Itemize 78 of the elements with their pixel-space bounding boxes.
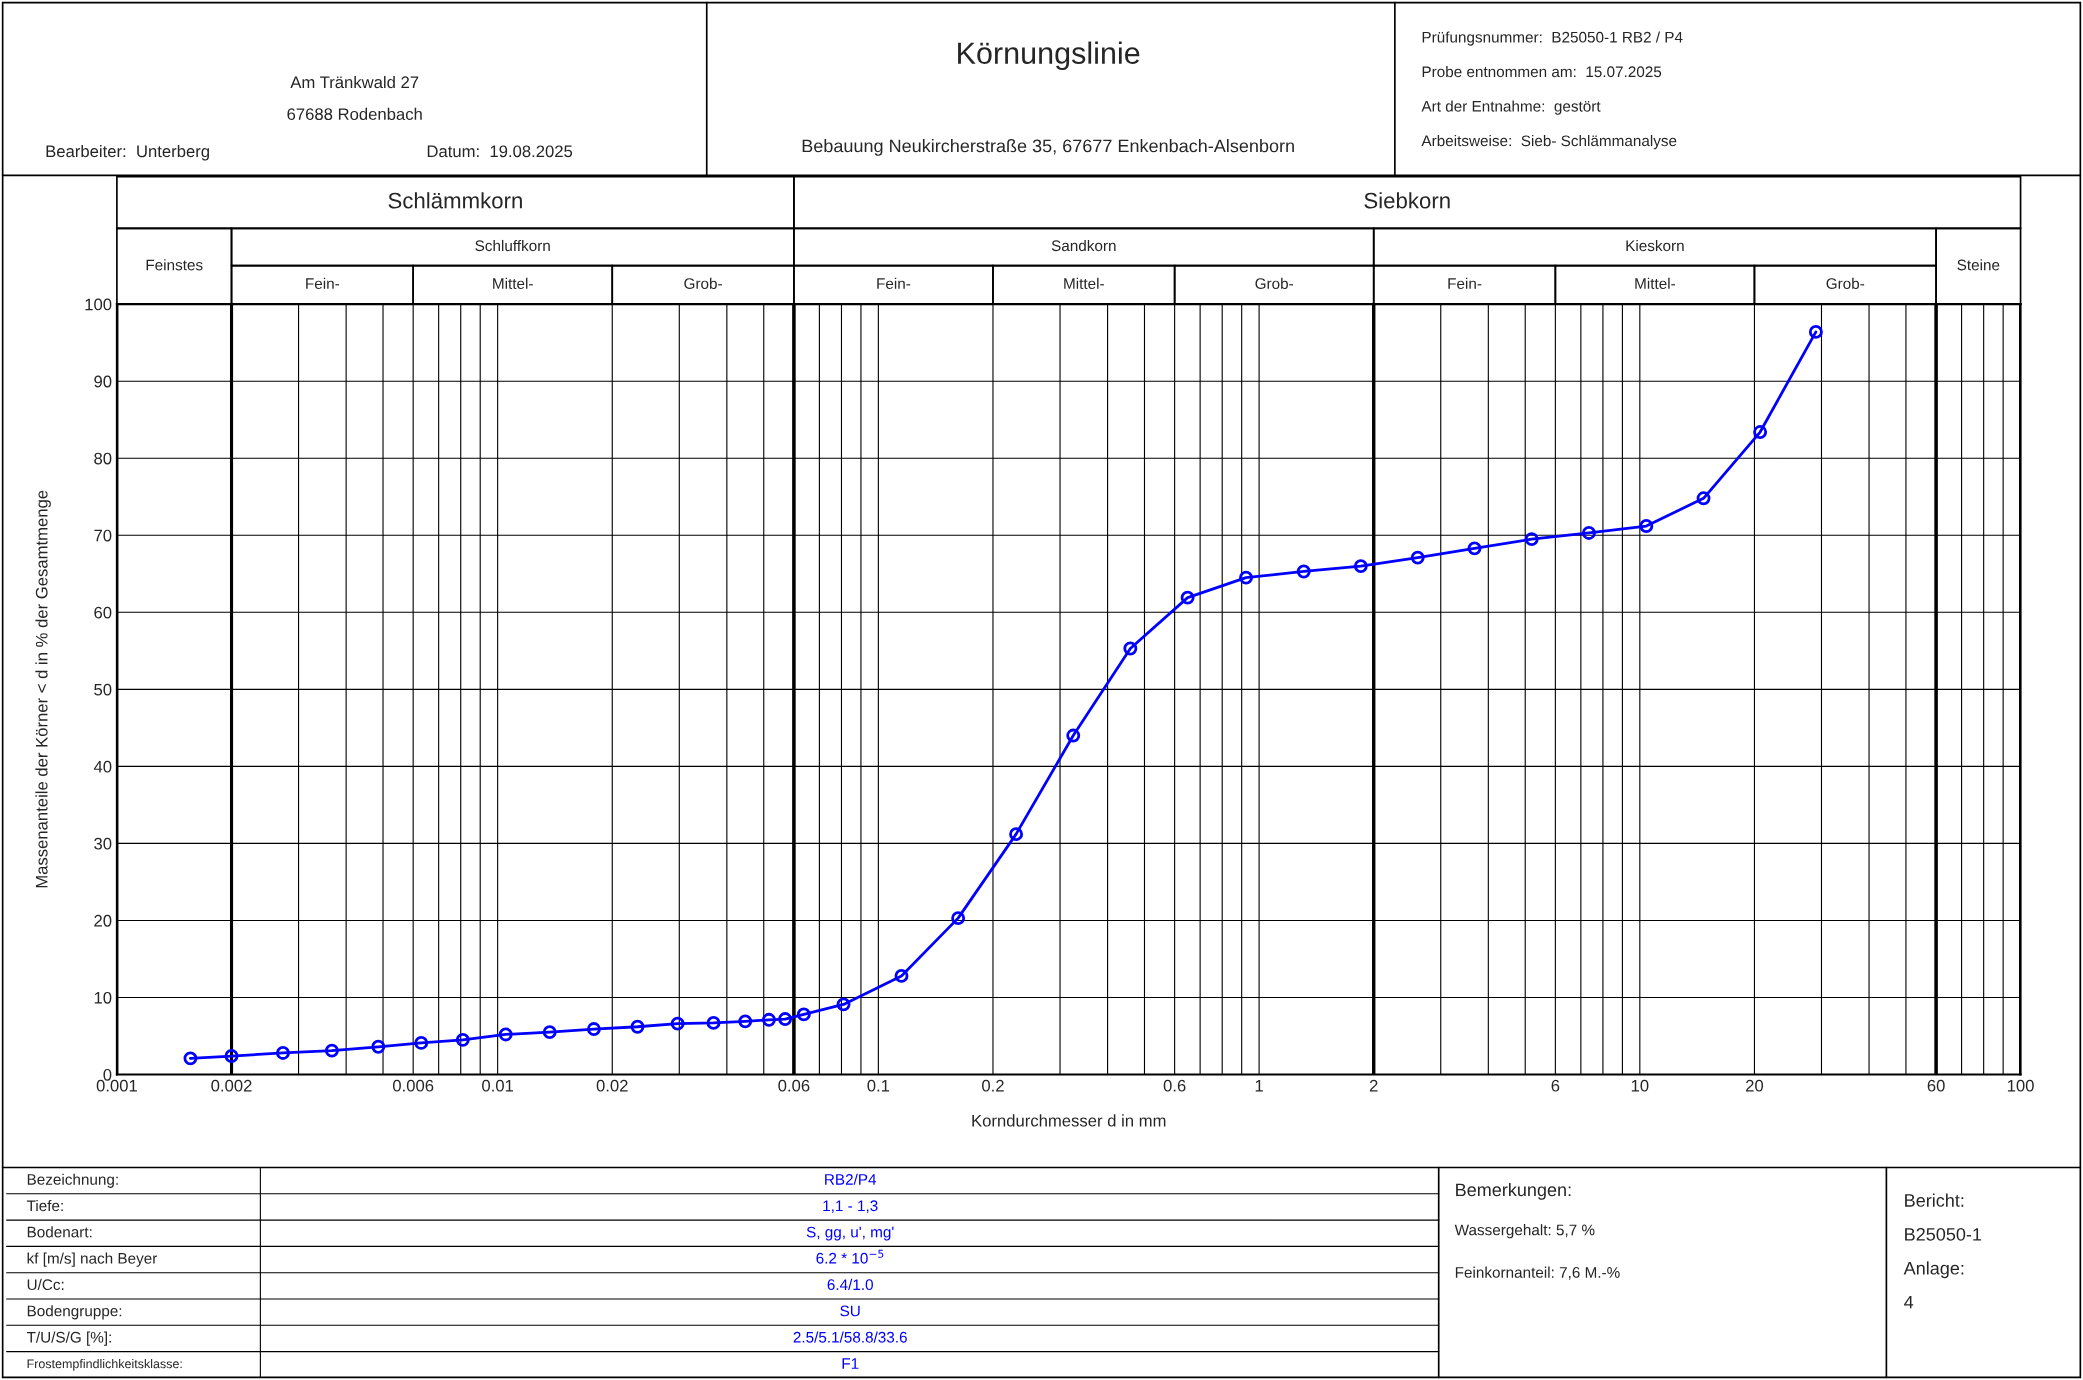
y-tick-label: 20 (94, 914, 112, 927)
x-tick-label: 0.06 (778, 1079, 810, 1092)
y-tick-label: 60 (94, 606, 112, 619)
y-tick-label: 80 (94, 452, 112, 465)
y-tick-label: 30 (94, 837, 112, 850)
text: Am Tränkwald 27 (290, 75, 419, 89)
y-tick-label: 90 (94, 375, 112, 388)
text: Feinstes (146, 259, 203, 271)
text: Art der Entnahme: gestört (1421, 100, 1601, 115)
y-tick-label: 70 (94, 529, 112, 542)
text: Bearbeiter: Unterberg (46, 144, 209, 161)
text: T/U/S/G [%]: (26, 1331, 111, 1346)
x-tick-label: 10 (1631, 1079, 1649, 1092)
x-tick-label: 0.02 (596, 1079, 628, 1092)
text: Grob- (1255, 277, 1294, 289)
text: 1,1 - 1,3 (823, 1200, 878, 1213)
text: Schlämmkorn (388, 192, 522, 209)
text: Bemerkungen: (1456, 1182, 1571, 1200)
x-tick-label: 0.6 (1163, 1079, 1186, 1092)
text: Bodengruppe: (27, 1305, 122, 1320)
text: RB2/P4 (825, 1173, 877, 1185)
x-tick-label: 60 (1927, 1079, 1945, 1092)
x-tick-label: 0.1 (867, 1079, 890, 1092)
text: Siebkorn (1364, 192, 1450, 209)
y-axis-title: Massenanteile der Körner < d in % der Gesamtmenge (35, 490, 51, 888)
text: S, gg, u', mg' (806, 1226, 894, 1241)
text: Mittel- (1064, 277, 1104, 289)
text: B25050-1 (1905, 1227, 1982, 1241)
x-axis-title: Korndurchmesser d in mm (972, 1114, 1166, 1127)
text: Datum: 19.08.2025 (427, 145, 573, 158)
chart-title: Körnungslinie (958, 41, 1140, 71)
text: Grob- (684, 277, 722, 289)
text: Arbeitsweise: Sieb- Schlämmanalyse (1421, 135, 1677, 150)
x-tick-label: 100 (2007, 1079, 2034, 1092)
text: 67688 Rodenbach (287, 107, 422, 121)
text: Feinkornanteil: 7,6 M.-% (1455, 1266, 1620, 1280)
x-tick-label: 6 (1551, 1079, 1560, 1092)
text: 6.4/1.0 (827, 1278, 873, 1291)
chart-subtitle: Bebauung Neukircherstraße 35, 67677 Enkenbach-Alsenborn (802, 139, 1294, 156)
text: Fein- (877, 277, 911, 289)
text: Prüfungsnummer: B25050-1 RB2 / P4 (1422, 31, 1683, 46)
y-tick-label: 0 (103, 1068, 112, 1081)
text: Grob- (1826, 277, 1865, 289)
y-tick-label: 50 (94, 683, 112, 696)
text: Schluffkorn (475, 239, 550, 252)
y-tick-label: 10 (94, 991, 112, 1004)
text: 6.2 * 10$^{−5}$ (816, 1249, 884, 1264)
x-tick-label: 0.01 (482, 1079, 514, 1092)
text: Bezeichnung: (27, 1173, 118, 1188)
y-tick-label: 100 (85, 298, 112, 311)
text: Frostempfindlichkeitsklasse: (27, 1359, 182, 1371)
text: Steine (1957, 259, 2000, 271)
text: kf [m/s] nach Beyer (27, 1252, 158, 1267)
text: Mittel- (493, 277, 533, 289)
x-tick-label: 0.002 (211, 1079, 252, 1092)
text: U/Cc: (27, 1278, 64, 1291)
text: Fein- (1448, 277, 1482, 289)
x-tick-label: 20 (1746, 1079, 1764, 1092)
text: Kieskorn (1626, 239, 1684, 252)
x-tick-label: 0.006 (392, 1079, 434, 1092)
text: SU (840, 1305, 860, 1317)
text: 2.5/5.1/58.8/33.6 (793, 1331, 907, 1343)
text: Mittel- (1635, 277, 1676, 289)
text: Bericht: (1905, 1193, 1964, 1207)
y-tick-label: 40 (93, 760, 112, 773)
x-tick-label: 0.001 (96, 1079, 137, 1092)
text: Probe entnommen am: 15.07.2025 (1422, 65, 1662, 78)
text: Sandkorn (1051, 239, 1116, 252)
text: Tiefe: (26, 1199, 63, 1212)
x-tick-label: 2 (1369, 1079, 1378, 1092)
text: F1 (842, 1358, 859, 1369)
text: Bodenart: (27, 1226, 92, 1238)
text: Anlage: (1903, 1261, 1964, 1279)
x-tick-label: 1 (1255, 1079, 1263, 1092)
text: Wassergehalt: 5,7 % (1454, 1224, 1595, 1239)
text: 4 (1904, 1295, 1914, 1309)
text: Fein- (306, 277, 340, 289)
x-tick-label: 0.2 (982, 1079, 1004, 1092)
